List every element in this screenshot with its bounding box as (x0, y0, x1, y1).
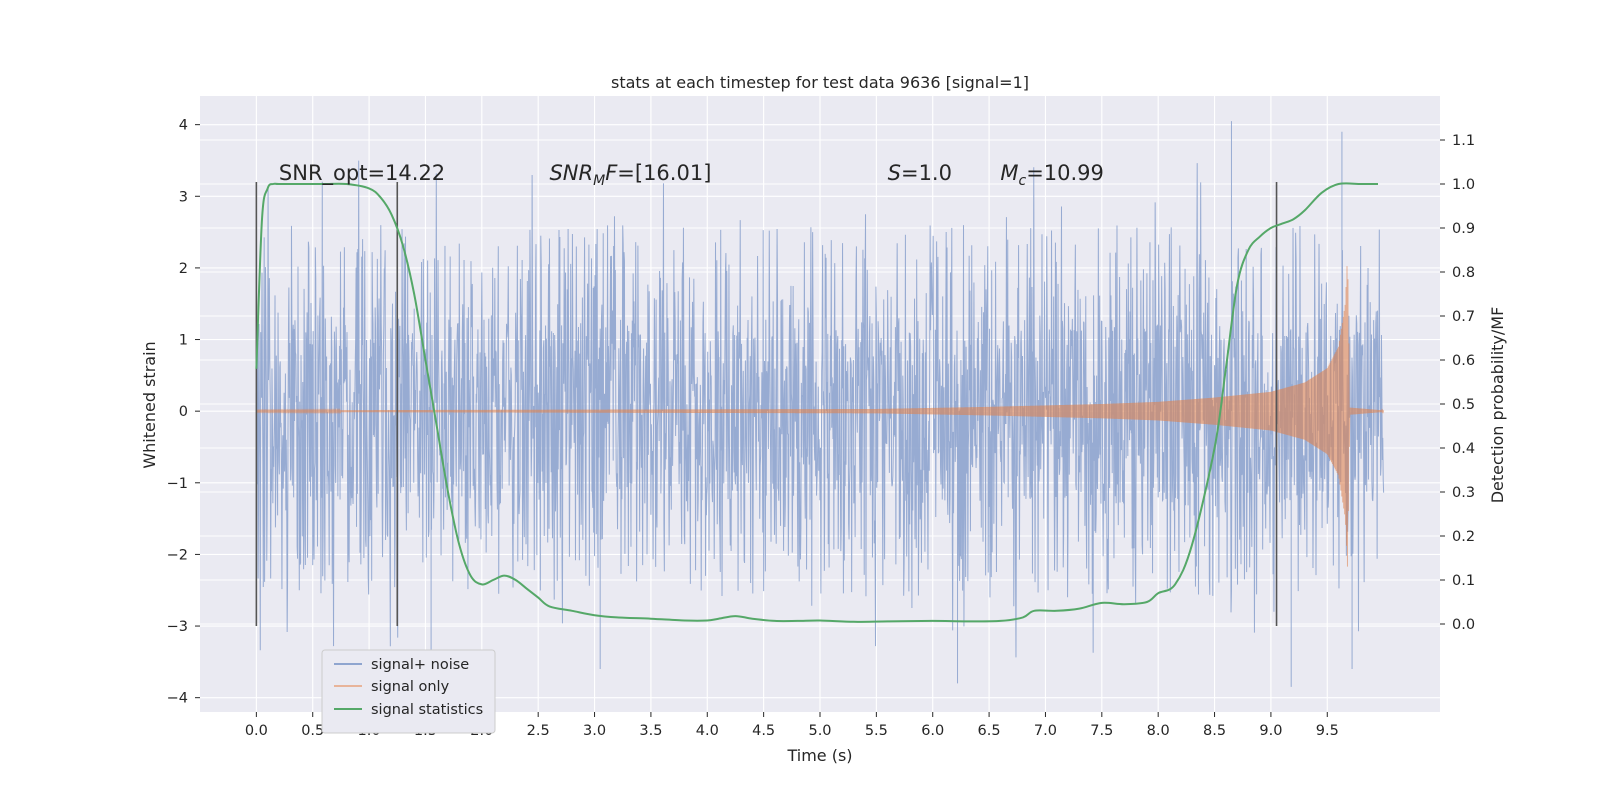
y-right-tick-label: 0.0 (1452, 617, 1475, 633)
vertical-markers (255, 181, 1278, 627)
y-left-tick-label: 2 (179, 261, 188, 277)
y-left-axis-ticks: 4 3 2 1 0 −1 −2 −3 −4 (167, 118, 200, 707)
y-left-tick-label: 3 (179, 189, 188, 205)
annotation-s: S=1.0 (888, 161, 952, 185)
x-tick-label: 3.0 (583, 723, 606, 739)
y-left-tick-label: 1 (179, 333, 188, 349)
x-tick-label: 8.0 (1147, 723, 1170, 739)
chart-title: stats at each timestep for test data 963… (611, 73, 1029, 92)
signal-only-line (255, 266, 1385, 567)
y-right-tick-label: 0.4 (1452, 441, 1475, 457)
x-tick-label: 8.5 (1203, 723, 1226, 739)
annotation-mc: Mc=10.99 (1000, 161, 1104, 189)
signal-statistics-line (255, 182, 1378, 623)
y-right-tick-label: 0.9 (1452, 221, 1475, 237)
y-right-tick-label: 1.1 (1452, 133, 1475, 149)
series-signal-statistics (255, 182, 1378, 623)
x-tick-label: 3.5 (639, 723, 662, 739)
series-signal-noise (255, 121, 1385, 687)
y-left-tick-label: −2 (167, 547, 188, 563)
y-right-tick-label: 0.8 (1452, 265, 1475, 281)
x-axis-label: Time (s) (786, 746, 852, 765)
y-right-axis-label: Detection probability/MF (1488, 307, 1507, 504)
legend-box (321, 649, 496, 734)
y-right-tick-label: 0.1 (1452, 573, 1475, 589)
x-tick-label: 4.5 (752, 723, 775, 739)
signal-noise-line (255, 121, 1385, 687)
y-left-tick-label: 4 (179, 118, 188, 134)
y-left-tick-label: 0 (179, 404, 188, 420)
y-right-tick-label: 0.7 (1452, 309, 1475, 325)
x-tick-label: 7.5 (1090, 723, 1113, 739)
legend-label-signal-statistics: signal statistics (371, 702, 483, 718)
y-left-tick-label: −3 (167, 619, 188, 635)
x-tick-label: 9.0 (1259, 723, 1282, 739)
x-tick-label: 0.5 (301, 723, 324, 739)
legend-label-signal-noise: signal+ noise (371, 657, 469, 673)
x-tick-label: 5.5 (865, 723, 888, 739)
series-signal-only (255, 266, 1385, 567)
x-tick-label: 7.0 (1034, 723, 1057, 739)
y-right-tick-label: 0.2 (1452, 529, 1475, 545)
annotation-snr-mf: SNRMF=[16.01] (549, 161, 711, 189)
annotation-snr-opt: SNR_opt=14.22 (279, 161, 445, 186)
legend-label-signal-only: signal only (371, 679, 450, 695)
x-tick-label: 5.0 (808, 723, 831, 739)
x-tick-label: 6.5 (978, 723, 1001, 739)
y-left-axis-label: Whitened strain (140, 341, 159, 468)
legend: signal+ noise signal only signal statist… (321, 649, 496, 734)
y-left-tick-label: −4 (167, 691, 188, 707)
y-left-tick-label: −1 (167, 476, 188, 492)
annotations: SNR_opt=14.22 SNRMF=[16.01] S=1.0 Mc=10.99 (279, 161, 1104, 189)
x-tick-label: 9.5 (1316, 723, 1339, 739)
x-tick-label: 2.5 (527, 723, 550, 739)
y-right-tick-label: 0.3 (1452, 485, 1475, 501)
y-right-tick-label: 0.5 (1452, 397, 1475, 413)
y-right-axis-ticks: 1.1 1.0 0.9 0.8 0.7 0.6 0.5 0.4 0.3 0.2 0.1 0.0 (1440, 133, 1475, 633)
x-tick-label: 6.0 (921, 723, 944, 739)
y-right-tick-label: 1.0 (1452, 177, 1475, 193)
y-right-tick-label: 0.6 (1452, 353, 1475, 369)
x-tick-label: 4.0 (696, 723, 719, 739)
x-tick-label: 0.0 (245, 723, 268, 739)
